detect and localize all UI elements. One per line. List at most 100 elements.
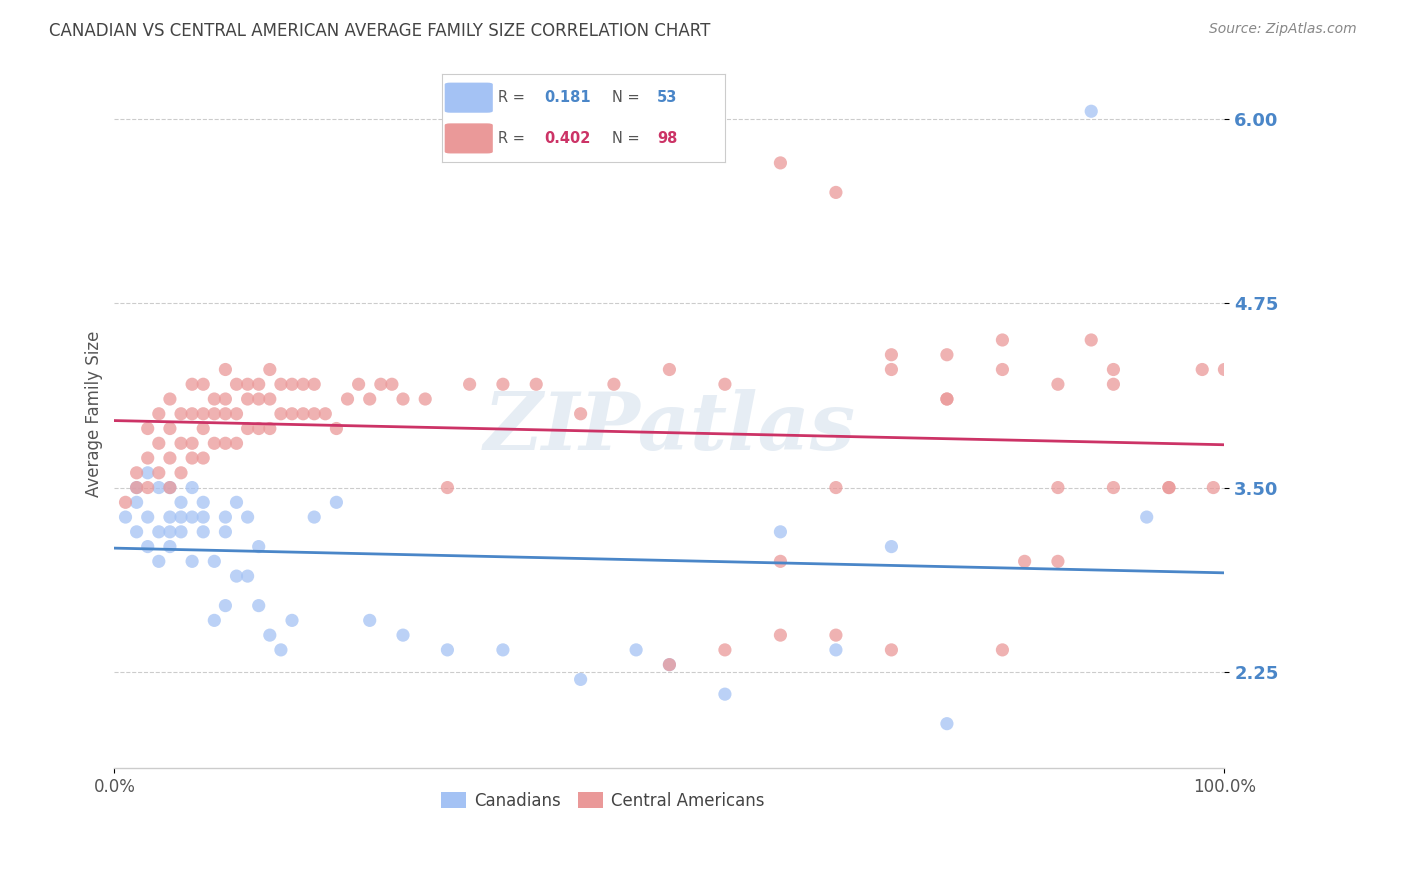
- Point: [769, 156, 792, 170]
- Point: [247, 377, 270, 392]
- Point: [413, 392, 436, 406]
- Point: [193, 524, 215, 539]
- Point: [247, 392, 270, 406]
- Point: [458, 377, 481, 392]
- Point: [125, 495, 148, 509]
- Point: [524, 377, 547, 392]
- Point: [359, 613, 381, 627]
- Point: [880, 362, 903, 376]
- Point: [302, 510, 325, 524]
- Point: [492, 377, 515, 392]
- Point: [1014, 554, 1036, 568]
- Point: [436, 481, 458, 495]
- Point: [1102, 362, 1125, 376]
- Point: [136, 451, 159, 466]
- Point: [991, 333, 1014, 347]
- Point: [935, 392, 957, 406]
- Point: [181, 407, 204, 421]
- Point: [769, 554, 792, 568]
- Point: [325, 421, 347, 435]
- Point: [181, 481, 204, 495]
- Point: [181, 436, 204, 450]
- Point: [225, 377, 247, 392]
- Point: [148, 524, 170, 539]
- Y-axis label: Average Family Size: Average Family Size: [86, 331, 103, 497]
- Point: [624, 643, 647, 657]
- Point: [136, 421, 159, 435]
- Point: [825, 643, 848, 657]
- Point: [136, 481, 159, 495]
- Point: [193, 377, 215, 392]
- Point: [225, 495, 247, 509]
- Point: [193, 495, 215, 509]
- Point: [214, 524, 236, 539]
- Point: [1046, 377, 1069, 392]
- Point: [236, 377, 259, 392]
- Point: [1157, 481, 1180, 495]
- Point: [159, 421, 181, 435]
- Point: [181, 451, 204, 466]
- Point: [292, 377, 315, 392]
- Point: [193, 407, 215, 421]
- Point: [1046, 481, 1069, 495]
- Point: [314, 407, 336, 421]
- Point: [225, 569, 247, 583]
- Point: [125, 481, 148, 495]
- Point: [1202, 481, 1225, 495]
- Point: [658, 362, 681, 376]
- Point: [236, 392, 259, 406]
- Legend: Canadians, Central Americans: Canadians, Central Americans: [434, 785, 772, 816]
- Point: [181, 554, 204, 568]
- Point: [603, 377, 626, 392]
- Point: [148, 554, 170, 568]
- Point: [281, 377, 304, 392]
- Point: [148, 436, 170, 450]
- Point: [202, 407, 225, 421]
- Point: [170, 466, 193, 480]
- Point: [148, 481, 170, 495]
- Point: [170, 436, 193, 450]
- Point: [1157, 481, 1180, 495]
- Point: [714, 377, 737, 392]
- Point: [381, 377, 404, 392]
- Point: [214, 392, 236, 406]
- Point: [1191, 362, 1213, 376]
- Point: [159, 481, 181, 495]
- Point: [136, 510, 159, 524]
- Point: [170, 407, 193, 421]
- Point: [935, 392, 957, 406]
- Point: [193, 510, 215, 524]
- Point: [1080, 104, 1102, 119]
- Point: [214, 436, 236, 450]
- Point: [259, 628, 281, 642]
- Point: [347, 377, 370, 392]
- Point: [1080, 333, 1102, 347]
- Point: [292, 407, 315, 421]
- Point: [159, 392, 181, 406]
- Point: [825, 628, 848, 642]
- Point: [159, 451, 181, 466]
- Point: [202, 436, 225, 450]
- Point: [935, 716, 957, 731]
- Point: [569, 407, 592, 421]
- Point: [370, 377, 392, 392]
- Point: [880, 348, 903, 362]
- Point: [769, 524, 792, 539]
- Point: [1213, 362, 1236, 376]
- Point: [214, 599, 236, 613]
- Point: [359, 392, 381, 406]
- Point: [281, 407, 304, 421]
- Point: [714, 687, 737, 701]
- Text: ZIPatlas: ZIPatlas: [484, 389, 855, 467]
- Point: [202, 554, 225, 568]
- Point: [392, 392, 415, 406]
- Point: [769, 628, 792, 642]
- Point: [214, 510, 236, 524]
- Point: [136, 540, 159, 554]
- Point: [170, 495, 193, 509]
- Point: [259, 421, 281, 435]
- Point: [225, 407, 247, 421]
- Point: [302, 407, 325, 421]
- Point: [202, 613, 225, 627]
- Point: [270, 377, 292, 392]
